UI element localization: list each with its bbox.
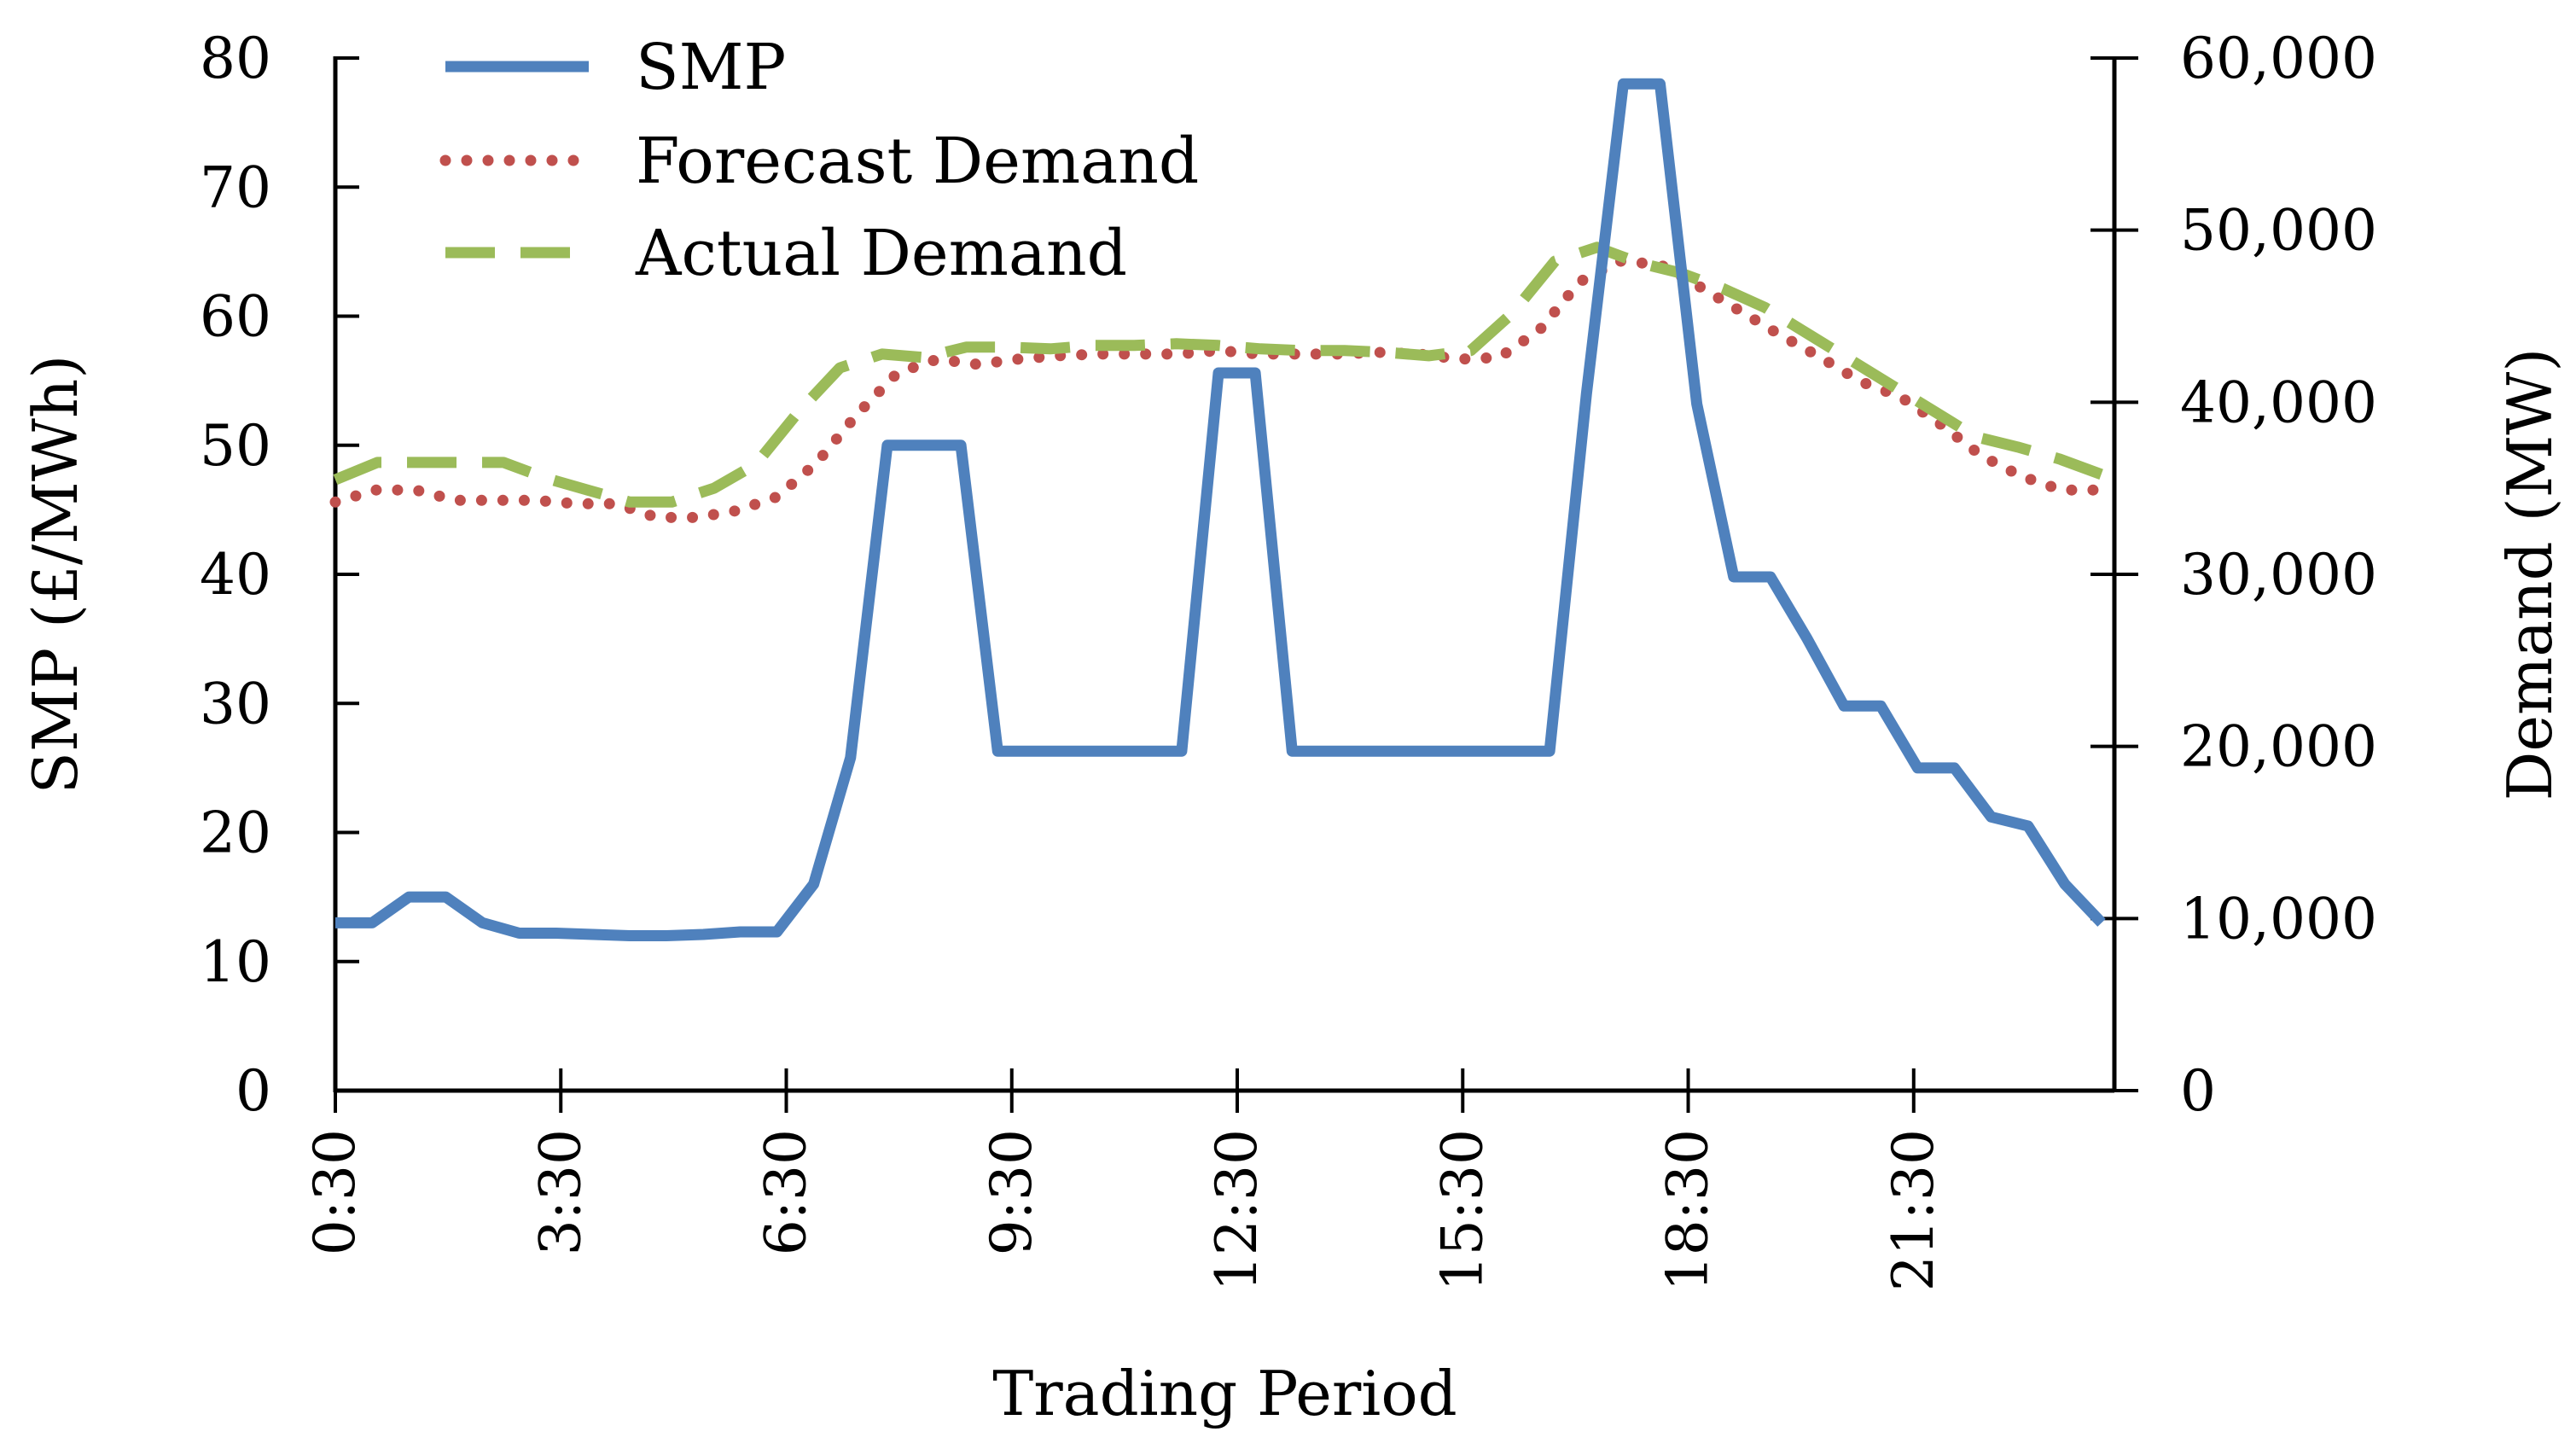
x-tick-label: 9:30 <box>979 1129 1044 1255</box>
left-tick-label: 10 <box>200 929 271 995</box>
legend-label-smp: SMP <box>636 31 786 104</box>
legend: SMP Forecast Demand Actual Demand <box>439 31 1199 290</box>
x-tick-label: 21:30 <box>1881 1129 1946 1291</box>
left-tick-label: 0 <box>236 1058 271 1124</box>
series-line-smp <box>335 78 2106 941</box>
x-tick-label: 6:30 <box>753 1129 819 1255</box>
left-y-axis-title: SMP (£/MWh) <box>20 355 91 794</box>
left-tick-label: 50 <box>200 413 271 479</box>
left-tick-label: 20 <box>200 800 271 866</box>
right-tick-label: 50,000 <box>2180 198 2377 264</box>
x-tick-label: 18:30 <box>1655 1129 1721 1291</box>
left-tick-label: 30 <box>200 671 271 736</box>
left-y-ticks: 0 10 20 30 40 50 60 70 80 <box>200 26 359 1124</box>
right-tick-label: 20,000 <box>2180 714 2377 780</box>
left-tick-label: 70 <box>200 154 271 220</box>
x-tick-label: 15:30 <box>1429 1129 1495 1291</box>
legend-label-forecast-demand: Forecast Demand <box>636 125 1199 198</box>
left-tick-label: 40 <box>200 542 271 608</box>
right-y-axis-title: Demand (MW) <box>2494 348 2566 801</box>
series-line-forecast-demand <box>329 255 2108 523</box>
x-tick-label: 12:30 <box>1204 1129 1270 1291</box>
right-tick-label: 60,000 <box>2180 26 2377 91</box>
left-tick-label: 80 <box>200 26 271 91</box>
right-tick-label: 40,000 <box>2180 370 2377 435</box>
right-y-ticks: 0 10,000 20,000 30,000 40,000 50,000 60,000 <box>2090 26 2377 1124</box>
x-tick-label: 0:30 <box>302 1129 368 1255</box>
left-tick-label: 60 <box>200 284 271 350</box>
right-tick-label: 30,000 <box>2180 542 2377 608</box>
x-ticks: 0:30 3:30 6:30 9:30 12:30 15:30 18:30 21:30 <box>302 1068 1946 1291</box>
x-tick-label: 3:30 <box>527 1129 593 1255</box>
right-tick-label: 0 <box>2180 1058 2216 1124</box>
right-tick-label: 10,000 <box>2180 886 2377 952</box>
series-line-actual-demand <box>333 242 2104 508</box>
x-axis-title: Trading Period <box>992 1358 1457 1429</box>
legend-label-actual-demand: Actual Demand <box>635 217 1127 290</box>
series-lines <box>329 78 2108 941</box>
